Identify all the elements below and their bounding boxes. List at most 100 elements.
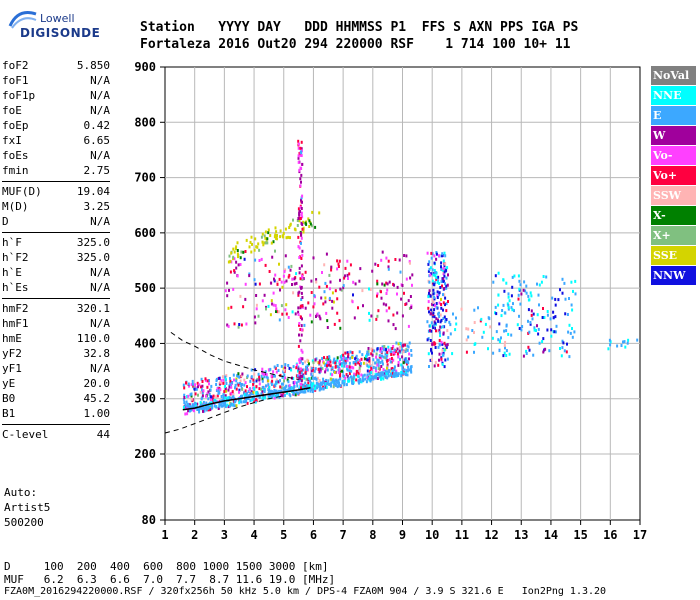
echo-point — [445, 345, 448, 349]
echo-point — [340, 358, 343, 362]
legend-item-sse: SSE — [651, 246, 696, 265]
echo-point — [282, 235, 285, 239]
echo-point — [561, 291, 564, 295]
echo-point — [235, 404, 238, 408]
echo-point — [351, 356, 354, 359]
echo-point — [302, 277, 305, 281]
echo-point — [251, 242, 253, 246]
echo-point — [435, 276, 438, 280]
echo-point — [248, 394, 251, 398]
echo-point — [432, 273, 435, 277]
echo-point — [366, 352, 368, 356]
echo-point — [552, 310, 555, 314]
echo-point — [233, 250, 236, 254]
param-row: h`F2 325.0 — [2, 250, 110, 265]
echo-point — [298, 322, 301, 325]
echo-point — [300, 196, 303, 200]
echo-point — [268, 385, 271, 389]
echo-point — [473, 343, 476, 346]
echo-point — [190, 392, 193, 396]
echo-point — [233, 269, 236, 273]
param-key: D — [2, 215, 9, 228]
echo-point — [305, 383, 308, 387]
echo-point — [281, 375, 284, 379]
echo-point — [326, 382, 329, 386]
echo-point — [379, 361, 382, 365]
echo-point — [465, 350, 468, 354]
echo-point — [325, 311, 328, 315]
echo-point — [302, 390, 305, 394]
echo-point — [404, 303, 407, 306]
echo-point — [257, 393, 260, 397]
echo-point — [513, 309, 515, 313]
echo-point — [411, 283, 413, 287]
echo-point — [300, 324, 303, 328]
echo-point — [404, 343, 406, 347]
echo-point — [328, 355, 331, 359]
echo-point — [270, 381, 273, 385]
echo-point — [277, 369, 280, 372]
echo-point — [375, 317, 378, 321]
echo-point — [405, 348, 408, 352]
echo-point — [293, 227, 296, 231]
echo-point — [396, 292, 398, 296]
echo-point — [261, 367, 264, 371]
scaled-parameters-panel: foF2 5.850 foF1 N/A foF1p N/A foE N/A foEp 0.42 fx… — [2, 58, 110, 442]
echo-point — [283, 368, 286, 372]
echo-point — [442, 325, 445, 329]
echo-point — [351, 381, 354, 385]
echo-point — [275, 378, 278, 382]
echo-point — [254, 321, 257, 325]
echo-point — [211, 406, 214, 409]
echo-point — [377, 361, 380, 365]
echo-point — [439, 286, 442, 289]
echo-point — [306, 364, 309, 367]
echo-point — [435, 277, 438, 281]
echo-point — [221, 375, 224, 379]
echo-point — [563, 281, 566, 285]
echo-point — [401, 365, 404, 369]
echo-point — [371, 353, 374, 357]
echo-point — [439, 334, 441, 338]
echo-point — [447, 273, 449, 277]
echo-point — [243, 378, 246, 382]
footer-distance-row: D 100 200 400 600 800 1000 1500 3000 [km… — [4, 560, 329, 573]
echo-point — [302, 384, 305, 388]
echo-point — [299, 367, 302, 371]
echo-point — [428, 260, 431, 264]
echo-point — [542, 307, 544, 310]
echo-point — [434, 361, 437, 365]
echo-point — [275, 390, 277, 394]
echo-point — [445, 318, 448, 321]
echo-point — [518, 279, 521, 283]
echo-point — [191, 404, 194, 408]
echo-point — [264, 370, 267, 374]
echo-point — [241, 394, 244, 398]
echo-point — [502, 303, 505, 307]
echo-point — [441, 342, 444, 346]
echo-point — [337, 262, 340, 266]
echo-point — [245, 322, 248, 326]
echo-point — [205, 408, 208, 412]
echo-point — [439, 320, 442, 324]
param-value: 20.0 — [83, 377, 111, 390]
param-key: foEs — [2, 149, 29, 162]
echo-point — [279, 379, 281, 383]
param-key: fmin — [2, 164, 29, 177]
echo-point — [636, 338, 639, 342]
echo-point — [240, 323, 243, 327]
echo-point — [494, 274, 497, 278]
echo-point — [218, 376, 221, 380]
echo-point — [297, 391, 300, 395]
echo-point — [432, 326, 435, 329]
echo-point — [206, 379, 209, 383]
echo-point — [232, 392, 235, 396]
echo-point — [199, 390, 202, 394]
echo-point — [295, 281, 298, 285]
echo-point — [215, 395, 218, 399]
echo-point — [310, 224, 313, 228]
echo-point — [511, 275, 514, 279]
echo-point — [242, 305, 245, 309]
echo-point — [429, 273, 432, 277]
echo-point — [366, 369, 369, 373]
